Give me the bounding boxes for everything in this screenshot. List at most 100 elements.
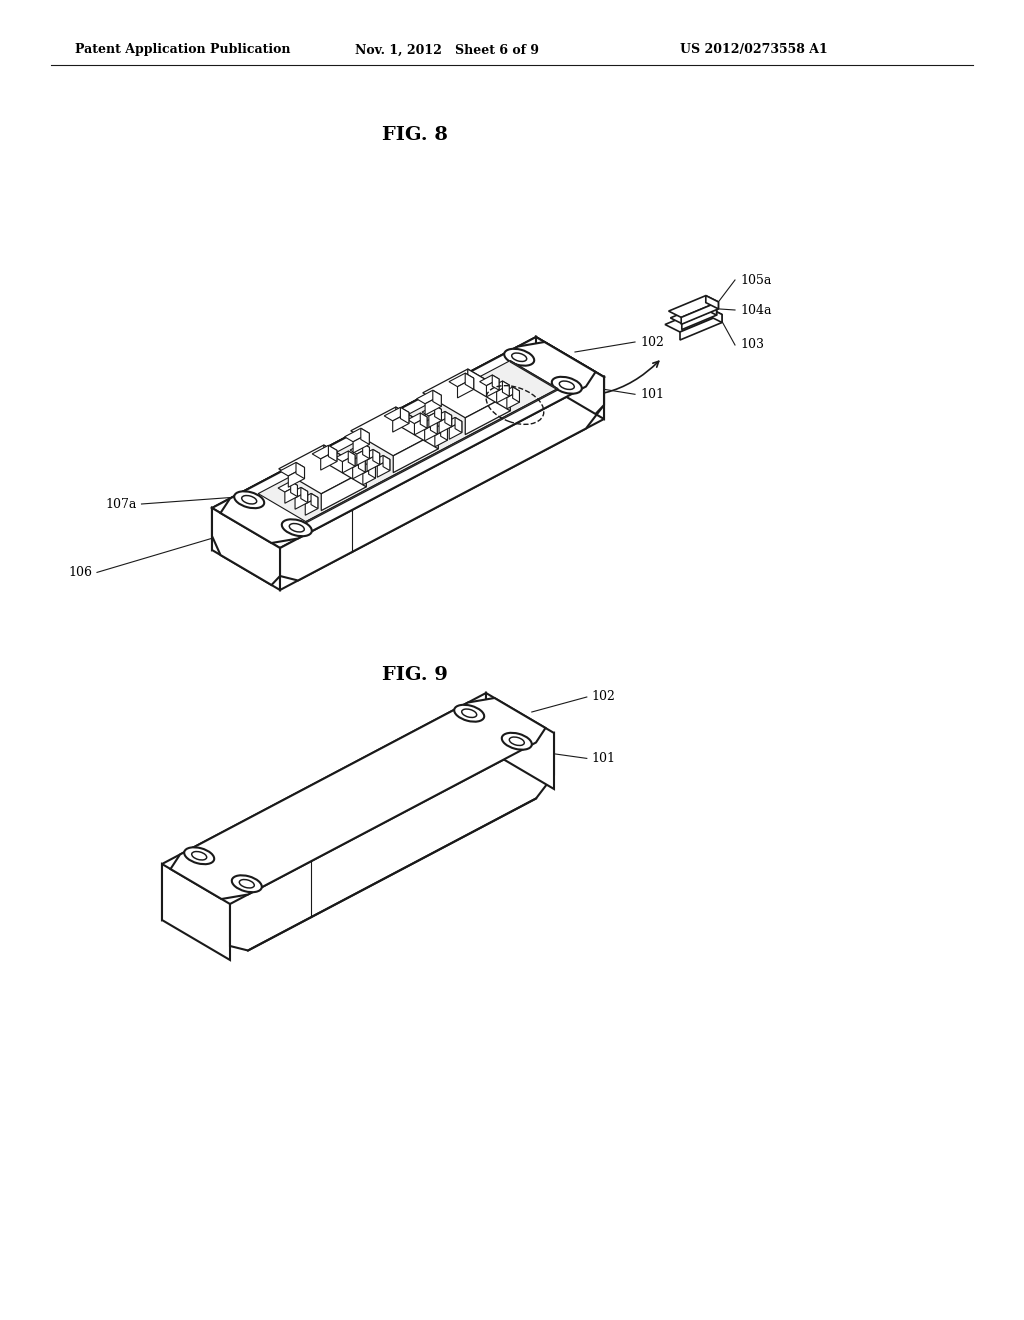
Polygon shape: [707, 308, 722, 322]
Polygon shape: [295, 491, 307, 510]
Polygon shape: [362, 444, 370, 458]
Polygon shape: [422, 405, 441, 416]
Polygon shape: [417, 391, 441, 404]
Polygon shape: [497, 385, 509, 403]
Polygon shape: [306, 388, 558, 523]
Text: FIG. 9: FIG. 9: [382, 667, 447, 684]
Polygon shape: [425, 422, 437, 441]
Ellipse shape: [455, 705, 484, 722]
Ellipse shape: [242, 495, 257, 504]
Polygon shape: [212, 508, 280, 590]
Polygon shape: [415, 417, 427, 434]
Polygon shape: [312, 445, 337, 459]
Polygon shape: [279, 445, 367, 494]
Polygon shape: [536, 337, 604, 418]
Polygon shape: [230, 733, 554, 950]
Text: 102: 102: [640, 335, 664, 348]
Polygon shape: [348, 451, 355, 466]
Polygon shape: [383, 455, 390, 471]
Polygon shape: [345, 428, 370, 442]
Text: US 2012/0273558 A1: US 2012/0273558 A1: [680, 44, 827, 57]
Polygon shape: [680, 314, 722, 341]
Polygon shape: [671, 304, 717, 323]
Polygon shape: [507, 391, 519, 409]
Polygon shape: [356, 447, 370, 465]
Polygon shape: [371, 455, 390, 466]
Polygon shape: [342, 455, 355, 473]
Polygon shape: [503, 381, 509, 396]
Ellipse shape: [231, 875, 262, 892]
Polygon shape: [369, 463, 376, 478]
Polygon shape: [285, 486, 297, 503]
Polygon shape: [479, 375, 499, 385]
Ellipse shape: [552, 376, 582, 393]
Ellipse shape: [191, 851, 207, 859]
Polygon shape: [373, 449, 380, 465]
Polygon shape: [423, 370, 510, 418]
Text: 102: 102: [592, 690, 615, 704]
Polygon shape: [400, 408, 409, 424]
Text: 103: 103: [740, 338, 764, 351]
Polygon shape: [350, 444, 370, 454]
Polygon shape: [360, 449, 380, 461]
Polygon shape: [425, 395, 441, 414]
Ellipse shape: [184, 847, 214, 865]
Text: Patent Application Publication: Patent Application Publication: [75, 44, 291, 57]
Polygon shape: [418, 418, 437, 429]
Polygon shape: [450, 421, 462, 440]
Polygon shape: [212, 337, 604, 548]
Text: 106: 106: [68, 566, 92, 579]
Polygon shape: [258, 360, 558, 521]
Polygon shape: [324, 445, 367, 487]
Polygon shape: [279, 482, 297, 492]
Polygon shape: [280, 378, 604, 590]
Polygon shape: [212, 508, 280, 585]
Text: 105a: 105a: [740, 273, 771, 286]
Polygon shape: [162, 693, 486, 920]
Polygon shape: [665, 308, 722, 333]
Text: 107a: 107a: [105, 498, 136, 511]
Ellipse shape: [234, 491, 264, 508]
Polygon shape: [362, 467, 376, 484]
Polygon shape: [455, 417, 462, 433]
Ellipse shape: [509, 737, 524, 746]
Polygon shape: [162, 865, 230, 960]
Polygon shape: [458, 378, 474, 397]
Polygon shape: [706, 304, 717, 315]
Polygon shape: [434, 405, 441, 421]
Polygon shape: [682, 309, 717, 330]
Polygon shape: [440, 425, 447, 440]
Ellipse shape: [512, 352, 526, 362]
Ellipse shape: [559, 381, 574, 389]
Polygon shape: [433, 391, 441, 407]
Polygon shape: [280, 462, 304, 477]
Text: FIG. 8: FIG. 8: [382, 125, 447, 144]
Polygon shape: [449, 374, 474, 387]
Polygon shape: [429, 409, 441, 428]
Polygon shape: [489, 381, 509, 392]
Polygon shape: [500, 387, 519, 397]
Polygon shape: [395, 407, 438, 449]
Polygon shape: [367, 453, 380, 471]
Polygon shape: [706, 296, 719, 309]
Polygon shape: [321, 450, 337, 470]
Polygon shape: [393, 432, 438, 473]
Polygon shape: [439, 416, 452, 433]
Polygon shape: [444, 412, 452, 426]
Polygon shape: [346, 457, 366, 467]
Polygon shape: [358, 457, 366, 473]
Polygon shape: [280, 378, 604, 581]
Polygon shape: [301, 487, 307, 503]
Polygon shape: [432, 412, 452, 422]
Polygon shape: [384, 408, 409, 421]
Polygon shape: [430, 418, 437, 434]
Polygon shape: [360, 428, 370, 445]
Polygon shape: [305, 498, 317, 515]
Ellipse shape: [504, 348, 535, 366]
Polygon shape: [289, 467, 304, 487]
Polygon shape: [351, 407, 438, 455]
Polygon shape: [336, 451, 355, 462]
Polygon shape: [536, 337, 604, 414]
Polygon shape: [212, 337, 536, 550]
Polygon shape: [435, 429, 447, 447]
